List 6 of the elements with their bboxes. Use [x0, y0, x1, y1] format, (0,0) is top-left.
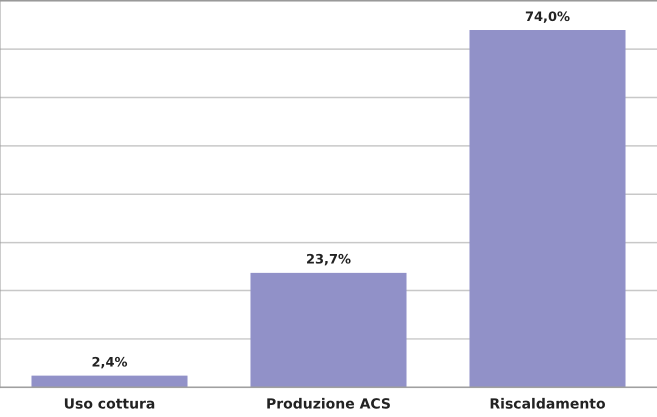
- data-label: 74,0%: [524, 10, 570, 25]
- x-tick-label: Produzione ACS: [266, 396, 392, 412]
- data-label: 2,4%: [91, 356, 128, 371]
- x-tick-label: Uso cottura: [64, 396, 156, 412]
- data-label: 23,7%: [306, 252, 352, 268]
- x-tick-label: Riscaldamento: [489, 396, 606, 412]
